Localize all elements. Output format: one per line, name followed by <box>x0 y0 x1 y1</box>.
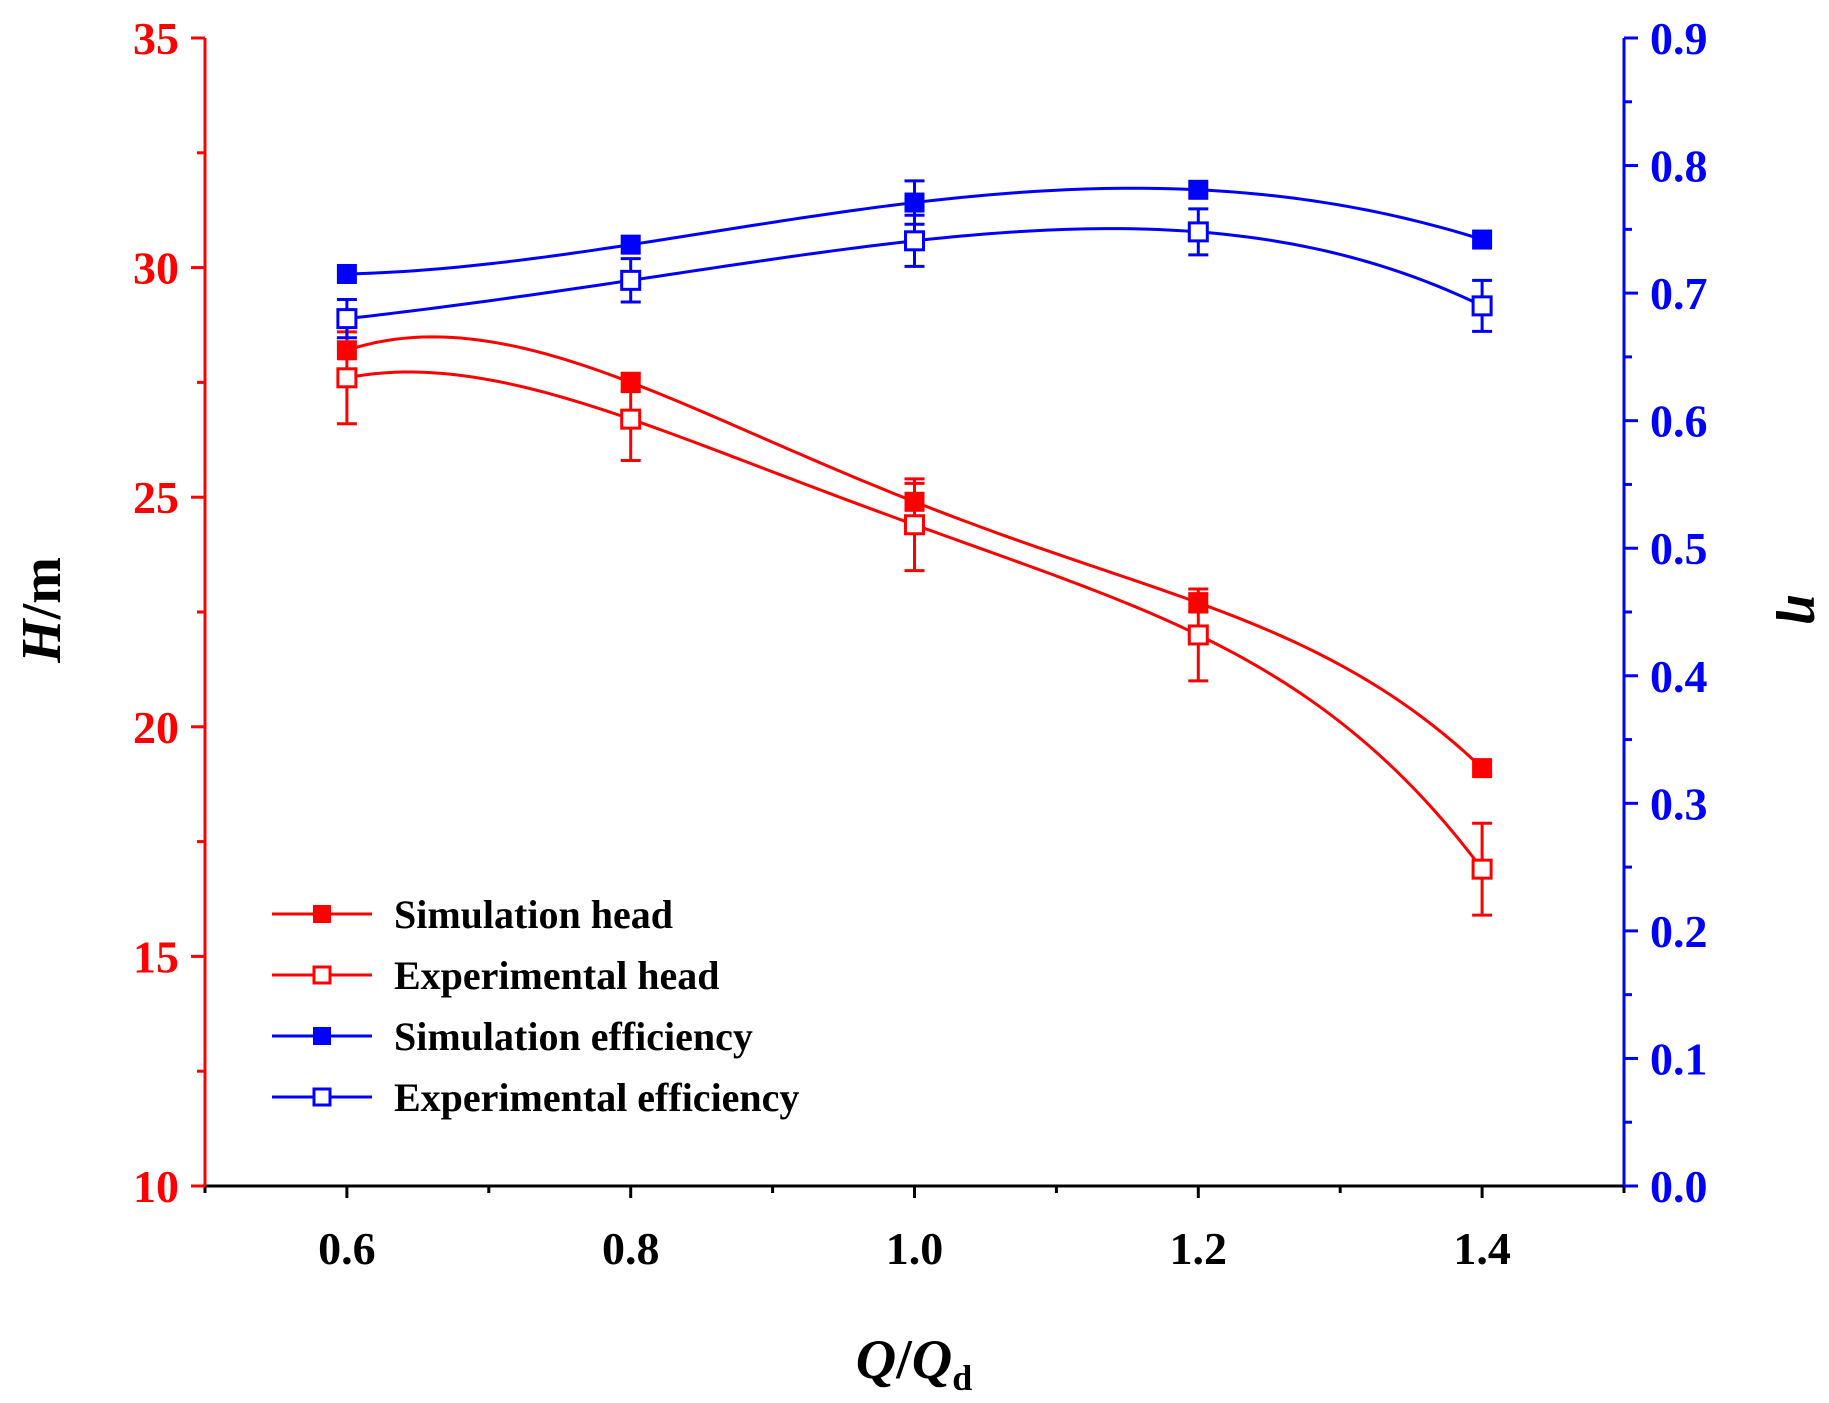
y-right-tick-label: 0.7 <box>1650 268 1708 319</box>
legend-marker <box>312 1087 332 1107</box>
series-simulation-efficiency <box>336 179 1493 284</box>
y-left-tick-label: 15 <box>133 931 179 982</box>
axis-titles: H/m η Q/Qd <box>11 557 1829 1398</box>
y-right-tick-label: 0.2 <box>1650 906 1708 957</box>
y-right-tick-label: 0.1 <box>1650 1033 1708 1084</box>
y-axis-right-title: η <box>1775 595 1829 626</box>
data-point <box>1471 295 1493 317</box>
series-line <box>346 370 1484 871</box>
data-point <box>1188 179 1209 200</box>
y-right-tick-label: 0.4 <box>1650 651 1708 702</box>
y-left-tick-label: 35 <box>133 13 179 64</box>
y-right-tick-label: 0.9 <box>1650 13 1708 64</box>
y-left-tick-label: 10 <box>133 1161 179 1212</box>
data-point <box>904 192 925 213</box>
x-tick-label: 1.2 <box>1170 1223 1228 1274</box>
data-point <box>904 514 925 536</box>
legend-item: Experimental efficiency <box>272 1075 799 1120</box>
y-axis-left-title: H/m <box>11 557 73 664</box>
data-point <box>1471 858 1493 880</box>
x-tick-label: 0.8 <box>602 1223 660 1274</box>
data-point <box>620 408 642 430</box>
data-point <box>1472 229 1493 250</box>
data-point <box>336 367 358 389</box>
series-experimental-head <box>336 330 1493 917</box>
legend-marker <box>313 1027 331 1045</box>
legend-label: Simulation efficiency <box>394 1014 753 1059</box>
legend-item: Simulation efficiency <box>272 1014 753 1059</box>
y-right-tick-label: 0.3 <box>1650 778 1708 829</box>
data-point <box>336 263 357 284</box>
series-experimental-efficiency <box>336 207 1493 340</box>
legend-marker <box>313 905 331 923</box>
y-left-tick-label: 30 <box>133 243 179 294</box>
x-tick-label: 1.4 <box>1453 1223 1511 1274</box>
legend-label: Simulation head <box>394 892 673 937</box>
series-layer <box>336 179 1493 917</box>
x-tick-label: 0.6 <box>318 1223 376 1274</box>
legend-label: Experimental efficiency <box>394 1075 799 1120</box>
y-left-tick-label: 25 <box>133 472 179 523</box>
legend: Simulation head Experimental head Simulati… <box>272 892 799 1120</box>
legend-label: Experimental head <box>394 953 720 998</box>
x-tick-label: 1.0 <box>886 1223 944 1274</box>
data-point <box>1187 624 1209 646</box>
data-point <box>620 269 642 291</box>
y-right-tick-label: 0.6 <box>1650 396 1708 447</box>
y-right-tick-label: 0.8 <box>1650 141 1708 192</box>
data-point <box>1472 758 1493 779</box>
axes: 0.6 0.8 1.0 1.2 1.4 10 15 20 25 30 35 0.0 0.1 0.2 0.3 0… <box>133 13 1708 1274</box>
y-left-tick-label: 20 <box>133 702 179 753</box>
y-right-tick-label: 0.0 <box>1650 1161 1708 1212</box>
data-point <box>336 308 358 330</box>
legend-item: Experimental head <box>272 953 720 998</box>
y-right-tick-label: 0.5 <box>1650 523 1708 574</box>
data-point <box>904 230 925 252</box>
x-axis-title: Q/Qd <box>856 1329 973 1398</box>
legend-marker <box>312 965 332 985</box>
data-point <box>1187 221 1209 243</box>
data-point <box>620 234 641 255</box>
legend-item: Simulation head <box>272 892 673 937</box>
